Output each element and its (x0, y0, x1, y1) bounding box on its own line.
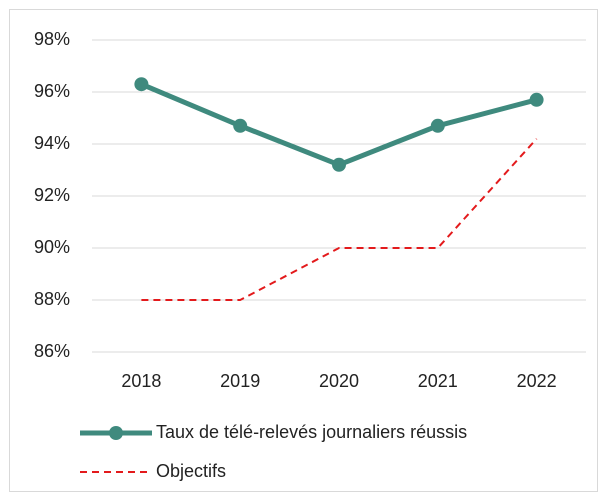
chart-border (9, 9, 598, 492)
point-marker (430, 118, 445, 133)
x-tick-label: 2019 (220, 371, 260, 391)
y-tick-label: 90% (34, 237, 70, 257)
point-marker (529, 92, 544, 107)
y-tick-label: 96% (34, 81, 70, 101)
y-tick-label: 86% (34, 341, 70, 361)
y-tick-label: 92% (34, 185, 70, 205)
y-tick-label: 98% (34, 29, 70, 49)
x-tick-label: 2018 (121, 371, 161, 391)
x-tick-label: 2020 (319, 371, 359, 391)
x-tick-label: 2022 (517, 371, 557, 391)
legend-label: Objectifs (156, 461, 226, 481)
x-tick-label: 2021 (418, 371, 458, 391)
point-marker (332, 157, 346, 172)
legend-label: Taux de télé-relevés journaliers réussis (156, 422, 467, 442)
point-marker (233, 118, 248, 133)
y-tick-label: 94% (34, 133, 70, 153)
series-line (141, 138, 538, 301)
point-marker (134, 77, 149, 92)
y-tick-label: 88% (34, 289, 70, 309)
legend-marker (109, 426, 123, 440)
